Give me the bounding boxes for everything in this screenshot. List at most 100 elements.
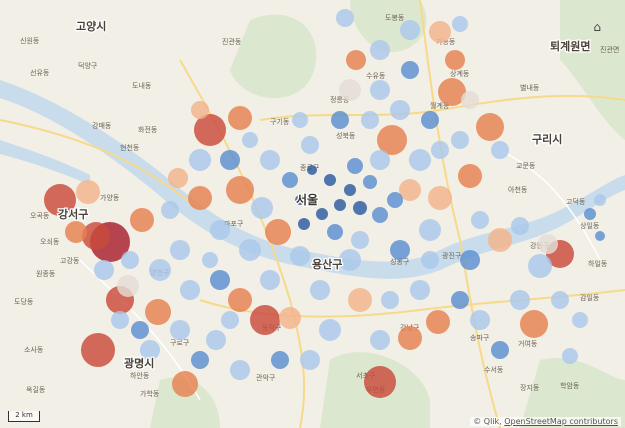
- data-bubble[interactable]: [339, 79, 361, 101]
- data-bubble[interactable]: [451, 291, 469, 309]
- data-bubble[interactable]: [295, 195, 305, 205]
- data-bubble[interactable]: [319, 319, 341, 341]
- data-bubble[interactable]: [82, 222, 110, 250]
- data-bubble[interactable]: [202, 252, 218, 268]
- data-bubble[interactable]: [510, 290, 530, 310]
- home-icon[interactable]: ⌂: [593, 20, 601, 34]
- data-bubble[interactable]: [361, 111, 379, 129]
- data-bubble[interactable]: [398, 326, 422, 350]
- data-bubble[interactable]: [370, 150, 390, 170]
- data-bubble[interactable]: [347, 158, 363, 174]
- data-bubble[interactable]: [145, 299, 171, 325]
- data-bubble[interactable]: [390, 240, 410, 260]
- data-bubble[interactable]: [239, 239, 261, 261]
- data-bubble[interactable]: [228, 106, 252, 130]
- data-bubble[interactable]: [401, 61, 419, 79]
- data-bubble[interactable]: [334, 199, 346, 211]
- data-bubble[interactable]: [461, 91, 479, 109]
- data-bubble[interactable]: [298, 218, 310, 230]
- data-bubble[interactable]: [399, 179, 421, 201]
- data-bubble[interactable]: [180, 280, 200, 300]
- data-bubble[interactable]: [572, 312, 588, 328]
- data-bubble[interactable]: [279, 307, 301, 329]
- data-bubble[interactable]: [327, 224, 343, 240]
- data-bubble[interactable]: [130, 208, 154, 232]
- data-bubble[interactable]: [445, 50, 465, 70]
- data-bubble[interactable]: [488, 228, 512, 252]
- data-bubble[interactable]: [260, 150, 280, 170]
- data-bubble[interactable]: [551, 291, 569, 309]
- data-bubble[interactable]: [265, 219, 291, 245]
- data-bubble[interactable]: [65, 221, 87, 243]
- data-bubble[interactable]: [429, 21, 451, 43]
- data-bubble[interactable]: [428, 186, 452, 210]
- data-bubble[interactable]: [460, 250, 480, 270]
- data-bubble[interactable]: [168, 168, 188, 188]
- data-bubble[interactable]: [260, 270, 280, 290]
- data-bubble[interactable]: [307, 165, 317, 175]
- data-bubble[interactable]: [300, 350, 320, 370]
- data-bubble[interactable]: [381, 291, 399, 309]
- data-bubble[interactable]: [140, 340, 160, 360]
- data-bubble[interactable]: [363, 175, 377, 189]
- data-bubble[interactable]: [470, 310, 490, 330]
- data-bubble[interactable]: [220, 150, 240, 170]
- data-bubble[interactable]: [210, 220, 230, 240]
- data-bubble[interactable]: [292, 112, 308, 128]
- data-bubble[interactable]: [76, 180, 100, 204]
- data-bubble[interactable]: [511, 217, 529, 235]
- data-bubble[interactable]: [377, 125, 407, 155]
- data-bubble[interactable]: [584, 208, 596, 220]
- data-bubble[interactable]: [316, 208, 328, 220]
- data-bubble[interactable]: [161, 201, 179, 219]
- data-bubble[interactable]: [364, 366, 396, 398]
- data-bubble[interactable]: [188, 186, 212, 210]
- data-bubble[interactable]: [206, 330, 226, 350]
- data-bubble[interactable]: [172, 371, 198, 397]
- data-bubble[interactable]: [491, 341, 509, 359]
- data-bubble[interactable]: [111, 311, 129, 329]
- data-bubble[interactable]: [121, 251, 139, 269]
- data-bubble[interactable]: [409, 149, 431, 171]
- data-bubble[interactable]: [410, 280, 430, 300]
- data-bubble[interactable]: [194, 114, 226, 146]
- data-bubble[interactable]: [170, 240, 190, 260]
- data-bubble[interactable]: [387, 192, 403, 208]
- data-bubble[interactable]: [339, 249, 361, 271]
- data-bubble[interactable]: [331, 111, 349, 129]
- data-bubble[interactable]: [471, 211, 489, 229]
- data-bubble[interactable]: [44, 184, 76, 216]
- data-bubble[interactable]: [191, 351, 209, 369]
- data-bubble[interactable]: [94, 260, 114, 280]
- data-bubble[interactable]: [191, 101, 209, 119]
- data-bubble[interactable]: [594, 194, 606, 206]
- data-bubble[interactable]: [230, 360, 250, 380]
- data-bubble[interactable]: [251, 197, 273, 219]
- data-bubble[interactable]: [421, 111, 439, 129]
- data-bubble[interactable]: [528, 254, 552, 278]
- data-bubble[interactable]: [562, 348, 578, 364]
- data-bubble[interactable]: [451, 131, 469, 149]
- data-bubble[interactable]: [301, 136, 319, 154]
- data-bubble[interactable]: [210, 270, 230, 290]
- data-bubble[interactable]: [353, 201, 367, 215]
- data-bubble[interactable]: [117, 275, 139, 297]
- data-bubble[interactable]: [348, 288, 372, 312]
- data-bubble[interactable]: [250, 305, 280, 335]
- data-bubble[interactable]: [310, 280, 330, 300]
- data-bubble[interactable]: [170, 320, 190, 340]
- data-bubble[interactable]: [390, 100, 410, 120]
- data-bubble[interactable]: [421, 251, 439, 269]
- data-bubble[interactable]: [370, 40, 390, 60]
- data-bubble[interactable]: [81, 333, 115, 367]
- data-bubble[interactable]: [370, 330, 390, 350]
- data-bubble[interactable]: [520, 310, 548, 338]
- data-bubble[interactable]: [189, 149, 211, 171]
- osm-attribution-link[interactable]: OpenStreetMap contributors: [504, 417, 618, 426]
- data-bubble[interactable]: [324, 174, 336, 186]
- data-bubble[interactable]: [336, 9, 354, 27]
- data-bubble[interactable]: [290, 246, 310, 266]
- data-bubble[interactable]: [458, 164, 482, 188]
- data-bubble[interactable]: [344, 184, 356, 196]
